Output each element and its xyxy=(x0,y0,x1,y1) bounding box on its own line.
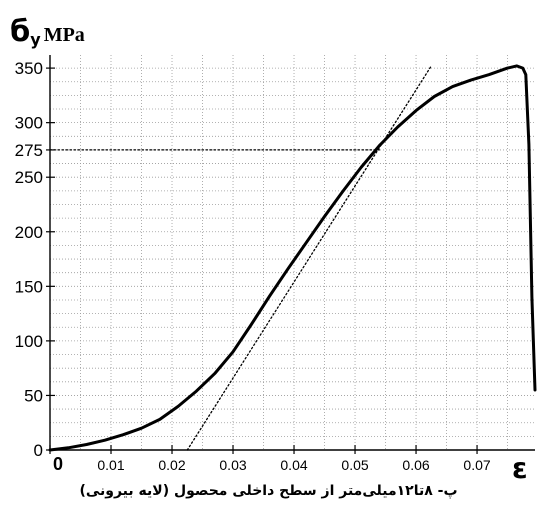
y-tick-label: 300 xyxy=(15,114,43,133)
x-tick-label: 0.03 xyxy=(219,457,246,473)
y-tick-label: 0 xyxy=(34,441,43,460)
x-tick-label: 0.02 xyxy=(158,457,185,473)
x-tick-label: 0 xyxy=(53,454,63,474)
x-tick-label: 0.07 xyxy=(463,457,490,473)
y-tick-label: 150 xyxy=(15,277,43,296)
x-tick-label: 0.06 xyxy=(402,457,429,473)
y-tick-label: 50 xyxy=(24,386,43,405)
y-tick-label: 350 xyxy=(15,59,43,78)
tick-labels: 0 50 100 150 200 250 275 300 350 0 0.01 0.02 0.03 0.0… xyxy=(15,59,491,474)
x-tick-label: 0.05 xyxy=(341,457,368,473)
x-tick-label: 0.01 xyxy=(97,457,124,473)
y-tick-label: 275 xyxy=(15,141,43,160)
y-tick-label: 200 xyxy=(15,223,43,242)
series xyxy=(48,64,537,452)
stress-strain-curve xyxy=(48,64,537,452)
y-axis-symbol: б xyxy=(10,14,30,48)
x-axis-title: ε xyxy=(512,452,528,485)
series-dotted-line-1 xyxy=(186,65,432,451)
y-tick-label: 250 xyxy=(15,168,43,187)
grid xyxy=(49,55,535,451)
y-tick-label: 100 xyxy=(15,332,43,351)
figure-caption: پ- ۸تا۱۲میلی‌متر از سطح داخلی محصول (لای… xyxy=(79,483,458,499)
y-axis-subscript: y xyxy=(30,30,41,49)
x-tick-label: 0.04 xyxy=(280,457,307,473)
axes xyxy=(49,55,535,451)
y-axis-title: бy MPa xyxy=(10,14,85,49)
y-axis-unit: MPa xyxy=(44,24,85,46)
